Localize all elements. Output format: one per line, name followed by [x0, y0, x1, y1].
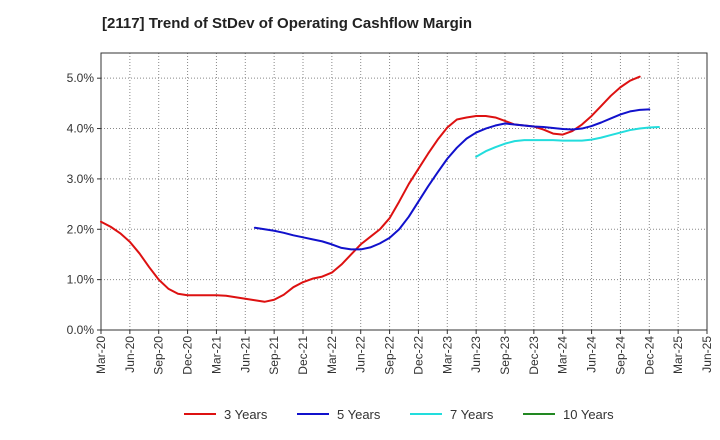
y-axis-ticks: 0.0% 1.0% 2.0% 3.0% 4.0% 5.0% [67, 71, 101, 337]
x-tick-label: Sep-20 [152, 336, 166, 375]
chart-title: [2117] Trend of StDev of Operating Cashf… [102, 15, 473, 32]
x-tick-label: Mar-23 [440, 336, 454, 374]
x-tick-label: Mar-21 [209, 336, 223, 374]
plot-border [100, 52, 708, 331]
x-tick-label: Sep-22 [383, 336, 397, 375]
series-line-5-years [253, 108, 651, 251]
y-tick-label: 4.0% [67, 122, 95, 136]
x-tick-label: Mar-20 [94, 336, 108, 374]
x-tick-label: Jun-20 [123, 336, 137, 373]
x-tick-label: Dec-22 [411, 336, 425, 375]
x-tick-label: Dec-23 [527, 336, 541, 375]
x-tick-label: Mar-24 [556, 336, 570, 374]
x-tick-label: Jun-23 [469, 336, 483, 373]
x-tick-label: Jun-21 [238, 336, 252, 373]
x-tick-label: Jun-24 [585, 336, 599, 373]
x-tick-label: Sep-24 [613, 336, 627, 375]
x-tick-label: Dec-20 [181, 336, 195, 375]
legend-label: 5 Years [337, 407, 381, 422]
y-tick-label: 3.0% [67, 172, 95, 186]
legend-label: 7 Years [450, 407, 494, 422]
x-tick-label: Jun-22 [354, 336, 368, 373]
y-tick-label: 1.0% [67, 273, 95, 287]
y-tick-label: 0.0% [67, 323, 95, 337]
x-tick-label: Sep-21 [267, 336, 281, 375]
x-tick-label: Dec-24 [642, 336, 656, 375]
y-tick-label: 2.0% [67, 222, 95, 236]
x-tick-label: Jun-25 [700, 336, 714, 373]
x-tick-label: Sep-23 [498, 336, 512, 375]
legend: 3 Years 5 Years 7 Years 10 Years [184, 407, 614, 422]
series-line-7-years [475, 126, 660, 158]
x-tick-label: Mar-22 [325, 336, 339, 374]
x-tick-label: Dec-21 [296, 336, 310, 375]
series-line-3-years [100, 75, 641, 303]
y-tick-label: 5.0% [67, 71, 95, 85]
x-tick-label: Mar-25 [671, 336, 685, 374]
series-layer [100, 75, 660, 303]
legend-label: 3 Years [224, 407, 268, 422]
x-axis-ticks: Mar-20 Jun-20 Sep-20 Dec-20 Mar-21 Jun-21 Sep-… [94, 330, 714, 375]
legend-label: 10 Years [563, 407, 614, 422]
